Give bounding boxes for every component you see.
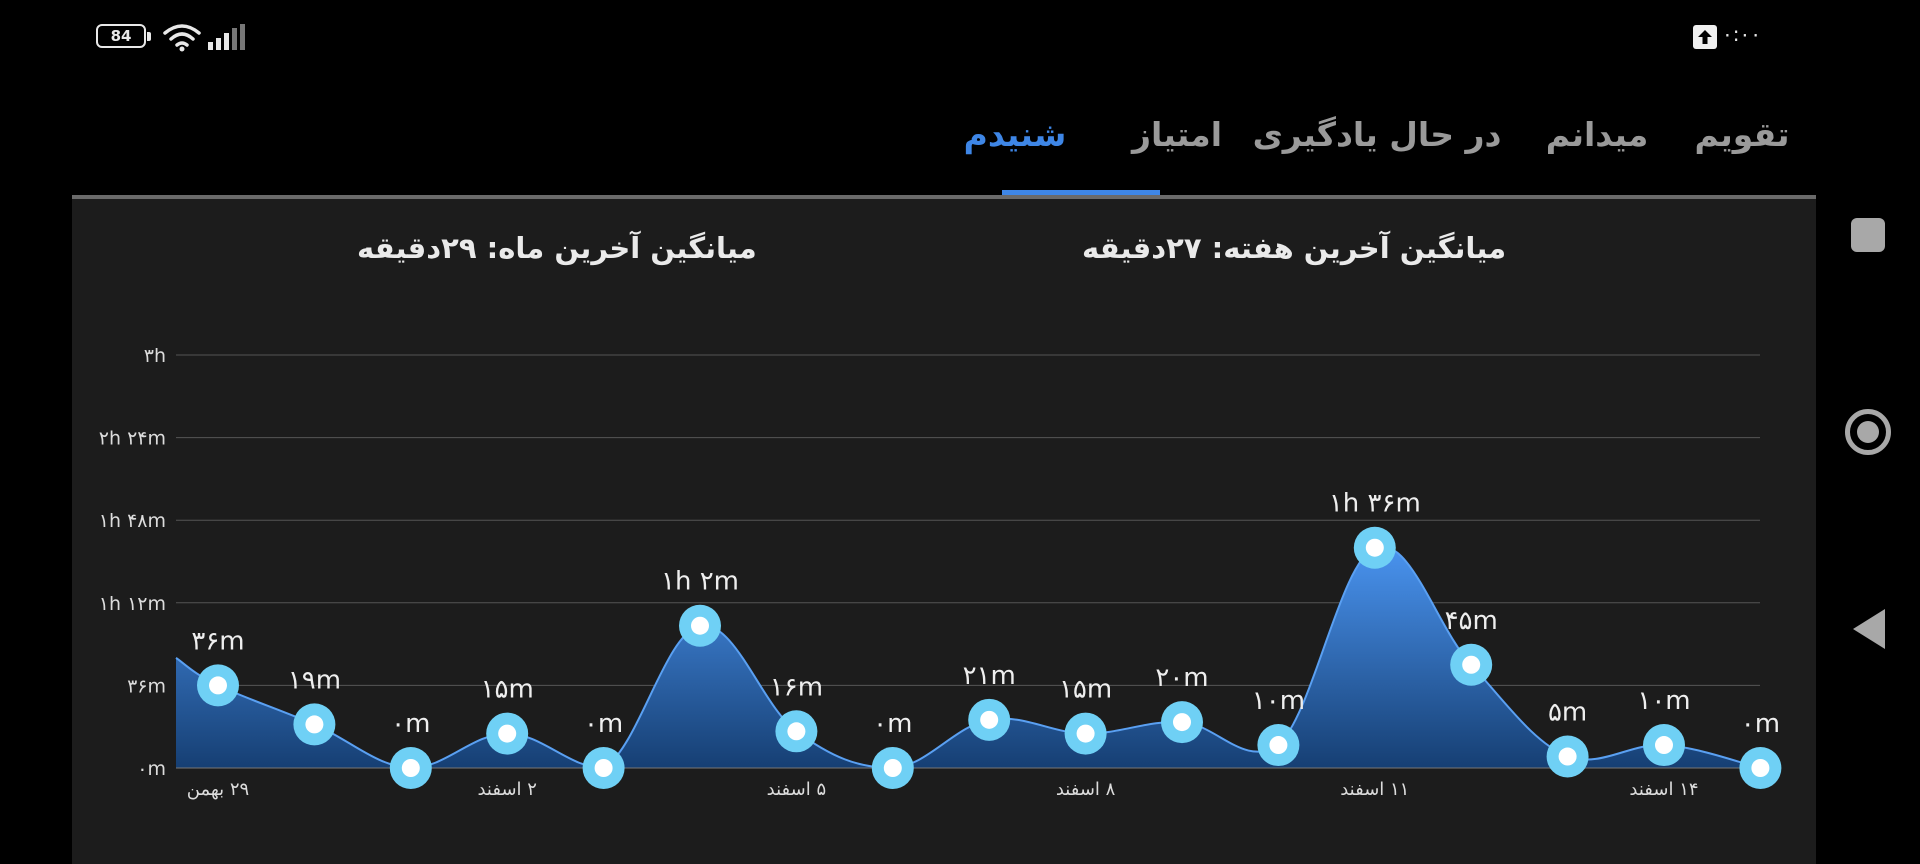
data-label: ۰m — [873, 709, 912, 739]
data-point-center — [980, 710, 999, 729]
data-label: ۰m — [1741, 709, 1780, 739]
data-label: ۱۰m — [1637, 686, 1690, 716]
week-average: میانگین آخرین هفته: ۲۷دقیقه — [1082, 231, 1507, 265]
data-label: ۱۵m — [1059, 675, 1112, 705]
x-tick-label: ۵ اسفند — [767, 779, 826, 800]
data-label: ۱h ۳۶m — [1329, 489, 1421, 519]
back-icon[interactable] — [1853, 609, 1885, 649]
y-tick-label: ۱h ۴۸m — [99, 510, 166, 532]
data-point-center — [1269, 736, 1288, 755]
data-label: ۰m — [391, 709, 430, 739]
home-icon[interactable] — [1845, 409, 1891, 455]
data-label: ۱۶m — [770, 672, 823, 702]
recent-apps-icon[interactable] — [1851, 218, 1885, 252]
data-label: ۱۹m — [288, 665, 341, 695]
data-point-center — [498, 724, 517, 743]
data-point-center — [209, 676, 227, 695]
tab-known[interactable]: میدانم — [1545, 115, 1649, 154]
data-label: ۱۵m — [481, 675, 534, 705]
y-tick-label: ۳۶m — [127, 675, 166, 697]
active-tab-indicator — [1002, 190, 1160, 196]
status-bar: 84 ۰:۰۰ — [0, 0, 1920, 72]
y-tick-label: ۲h ۲۴m — [99, 428, 166, 450]
tabs-divider — [72, 195, 1816, 199]
data-point-center — [401, 759, 420, 777]
data-point-center — [883, 759, 902, 777]
tab-calendar[interactable]: تقویم — [1694, 115, 1790, 154]
area-fill — [176, 546, 1761, 768]
data-point-center — [1173, 713, 1191, 732]
data-label: ۰m — [584, 709, 623, 739]
signal-icon — [208, 24, 245, 50]
data-point-center — [1076, 724, 1095, 743]
battery-level: 84 — [110, 27, 132, 45]
data-label: ۴۵m — [1445, 606, 1498, 636]
data-label: ۱h ۲m — [661, 567, 739, 597]
data-point-center — [787, 722, 806, 741]
x-tick-label: ۸ اسفند — [1056, 779, 1116, 800]
tab-learning[interactable]: در حال یادگیری — [1252, 115, 1502, 154]
data-label: ۳۶m — [191, 626, 244, 656]
data-point-center — [594, 759, 613, 777]
x-tick-label: ۱۱ اسفند — [1340, 779, 1409, 800]
data-point-center — [1558, 747, 1577, 766]
tab-heard[interactable]: شنیدم — [963, 115, 1067, 154]
wifi-icon — [163, 24, 201, 52]
battery-icon: 84 — [96, 24, 151, 48]
x-tick-label: ۲۹ بهمن — [187, 779, 249, 800]
data-point-center — [1462, 655, 1481, 674]
data-point-center — [1751, 759, 1770, 777]
y-tick-label: ۱h ۱۲m — [99, 593, 166, 615]
data-label: ۲۱m — [963, 661, 1016, 691]
data-label: ۲۰m — [1155, 663, 1208, 693]
tab-bar: تقویم میدانم در حال یادگیری امتیاز شنیدم — [72, 95, 1816, 196]
data-point-center — [691, 616, 709, 635]
clock: ۰:۰۰ — [1722, 22, 1761, 46]
x-tick-label: ۲ اسفند — [477, 779, 536, 800]
month-average: میانگین آخرین ماه: ۲۹دقیقه — [357, 231, 757, 265]
x-tick-label: ۱۴ اسفند — [1629, 779, 1698, 800]
y-tick-label: ۳h — [144, 345, 166, 367]
data-label: ۱۰m — [1252, 686, 1305, 716]
data-point-center — [305, 715, 324, 734]
data-point-center — [1365, 538, 1384, 557]
y-tick-label: ۰m — [137, 758, 166, 780]
upload-icon — [1693, 25, 1717, 49]
data-label: ۵m — [1548, 698, 1587, 728]
tab-score[interactable]: امتیاز — [1131, 115, 1223, 154]
data-point-center — [1655, 736, 1673, 755]
